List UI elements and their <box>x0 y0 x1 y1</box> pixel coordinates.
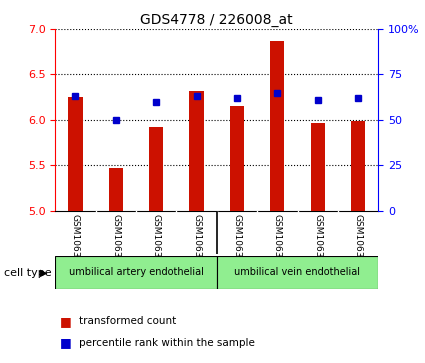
Text: GSM1063408: GSM1063408 <box>354 214 363 275</box>
Bar <box>55 256 217 289</box>
Bar <box>270 41 284 211</box>
Text: GSM1063406: GSM1063406 <box>273 214 282 275</box>
Text: GSM1063407: GSM1063407 <box>313 214 322 275</box>
Text: GSM1063405: GSM1063405 <box>232 214 241 275</box>
Bar <box>351 121 365 211</box>
Bar <box>190 91 204 211</box>
Text: ■: ■ <box>60 337 71 350</box>
Text: umbilical artery endothelial: umbilical artery endothelial <box>68 267 204 277</box>
Text: ▶: ▶ <box>40 268 48 278</box>
Text: GSM1063399: GSM1063399 <box>192 214 201 275</box>
Text: transformed count: transformed count <box>79 316 176 326</box>
Text: cell type: cell type <box>4 268 52 278</box>
Text: percentile rank within the sample: percentile rank within the sample <box>79 338 255 348</box>
Bar <box>109 168 123 211</box>
Title: GDS4778 / 226008_at: GDS4778 / 226008_at <box>140 13 293 26</box>
Text: GSM1063397: GSM1063397 <box>111 214 120 275</box>
Bar <box>230 106 244 211</box>
Text: umbilical vein endothelial: umbilical vein endothelial <box>235 267 360 277</box>
Bar <box>217 256 378 289</box>
Text: GSM1063398: GSM1063398 <box>152 214 161 275</box>
Bar <box>311 123 325 211</box>
Text: ■: ■ <box>60 315 71 328</box>
Bar <box>149 127 163 211</box>
Bar <box>68 97 82 211</box>
Text: GSM1063396: GSM1063396 <box>71 214 80 275</box>
